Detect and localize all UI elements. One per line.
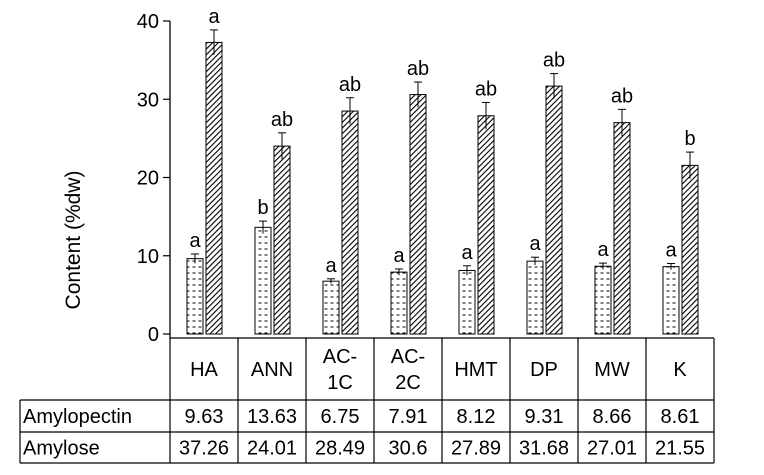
bar-amylose-ha <box>205 41 223 335</box>
table-cell: 8.12 <box>457 406 496 428</box>
x-tick-label: AC- <box>323 346 357 368</box>
table-cell: 21.55 <box>655 438 705 460</box>
significance-letter: a <box>597 239 609 261</box>
bar-amylose-k <box>681 164 699 335</box>
y-tick-labels: 0 10 20 30 40 <box>137 11 159 346</box>
significance-letter: a <box>189 230 201 252</box>
bar-amylose-ac-1c <box>341 110 359 335</box>
significance-letter: a <box>461 242 473 264</box>
table-cell: 6.75 <box>321 406 360 428</box>
bar-amylose-ann <box>273 145 291 335</box>
bar-amylose-hmt <box>477 115 495 335</box>
significance-letter: a <box>208 6 220 28</box>
bar-amylopectin-k <box>662 266 680 335</box>
x-tick-label: 1C <box>327 372 353 394</box>
significance-letter: ab <box>339 74 361 96</box>
table-cell: 8.61 <box>661 406 700 428</box>
bar-amylopectin-ac-2c <box>390 271 408 335</box>
table-cell: 27.89 <box>451 438 501 460</box>
table-cell: 24.01 <box>247 438 297 460</box>
x-tick-label: AC- <box>391 346 425 368</box>
table-cell: 27.01 <box>587 438 637 460</box>
table-cell: 37.26 <box>179 438 229 460</box>
significance-letter: b <box>257 197 268 219</box>
x-tick-label: DP <box>530 359 558 381</box>
axes <box>163 20 171 338</box>
significance-letter: b <box>684 128 695 150</box>
x-tick-label: HMT <box>454 359 497 381</box>
significance-letter: a <box>665 239 677 261</box>
bar-amylopectin-ann <box>254 226 272 335</box>
bar-amylopectin-mw <box>594 265 612 335</box>
table-cell: 13.63 <box>247 406 297 428</box>
significance-letter: a <box>325 255 337 277</box>
bar-amylose-mw <box>613 122 631 335</box>
significance-letter: ab <box>271 109 293 131</box>
data-table: HA ANN AC- 1C AC- 2C HMT DP MW K Amylopectin 9.63 13… <box>19 337 715 464</box>
significance-letter: ab <box>407 58 429 80</box>
y-tick-label: 10 <box>137 246 159 268</box>
table-cell: 9.63 <box>185 406 224 428</box>
y-tick-label: 30 <box>137 89 159 111</box>
x-tick-label: ANN <box>251 359 293 381</box>
bar-amylopectin-ha <box>186 258 204 335</box>
significance-letter: a <box>529 233 541 255</box>
x-tick-label: 2C <box>395 372 421 394</box>
bar-amylose-ac-2c <box>409 94 427 335</box>
significance-letter: ab <box>475 78 497 100</box>
error-bars <box>191 29 694 284</box>
bar-amylopectin-ac-1c <box>322 280 340 335</box>
significance-letter: ab <box>611 85 633 107</box>
table-row-label: Amylose <box>23 438 100 460</box>
table-cell: 9.31 <box>525 406 564 428</box>
table-cell: 28.49 <box>315 438 365 460</box>
table-cell: 7.91 <box>389 406 428 428</box>
x-tick-label: K <box>673 359 687 381</box>
significance-letter: ab <box>543 50 565 72</box>
x-tick-label: MW <box>594 359 630 381</box>
bar-amylopectin-dp <box>526 260 544 335</box>
table-cell: 8.66 <box>593 406 632 428</box>
bar-amylopectin-hmt <box>458 269 476 335</box>
y-tick-label: 0 <box>148 324 159 346</box>
bar-amylose-dp <box>545 85 563 335</box>
x-tick-label: HA <box>190 359 218 381</box>
bars <box>186 41 699 335</box>
table-row-label: Amylopectin <box>23 406 132 428</box>
table-cell: 31.68 <box>519 438 569 460</box>
y-tick-label: 40 <box>137 11 159 33</box>
table-cell: 30.6 <box>389 438 428 460</box>
significance-letter: a <box>393 245 405 267</box>
y-tick-label: 20 <box>137 168 159 190</box>
y-axis-label: Content (%dw) <box>62 171 85 310</box>
